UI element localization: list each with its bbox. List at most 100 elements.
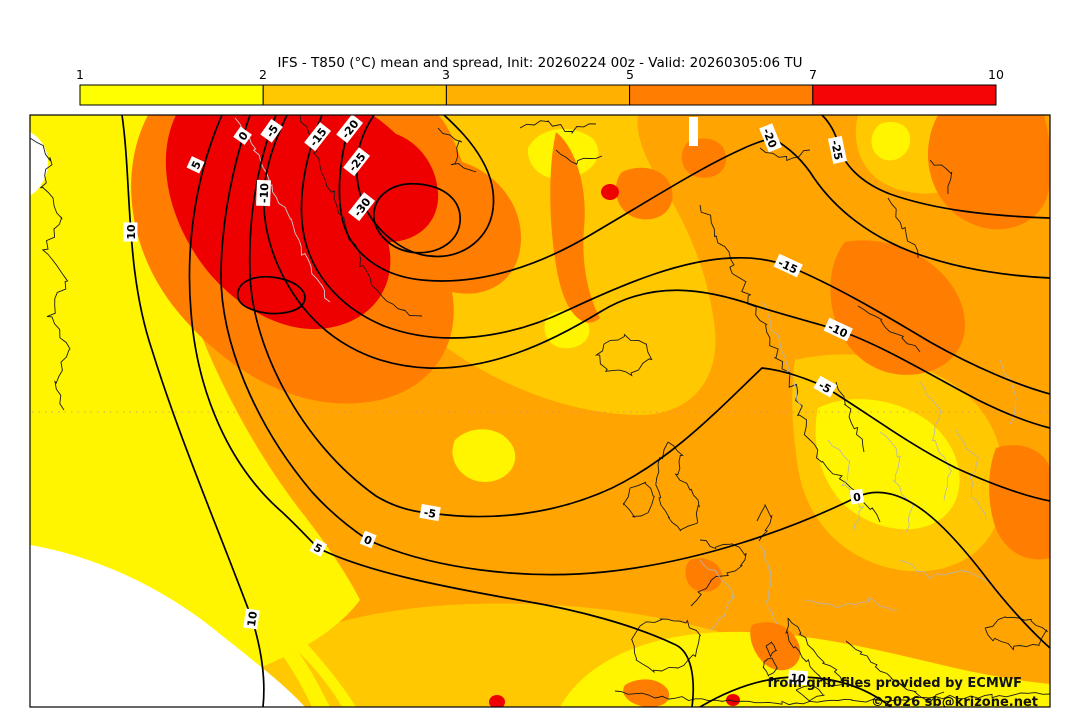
coastline-path (809, 439, 881, 523)
contour-label-box (849, 488, 865, 505)
colorbar-tick: 7 (809, 67, 817, 82)
contour-label: -5 (419, 503, 441, 522)
contour-line--20 (338, 115, 1050, 282)
contour-label: -10 (256, 179, 272, 207)
contour-label-box (343, 147, 371, 177)
fill-darkorange-france (685, 558, 723, 592)
coastline-path (594, 333, 653, 377)
missing-data-artifact (689, 117, 698, 146)
contour-label-box (813, 375, 838, 398)
contour-label: 5 (309, 538, 328, 557)
fill-red-spot (489, 695, 505, 707)
colorbar-segment (445, 84, 631, 106)
contour-label: -5 (813, 375, 838, 398)
colorbar-segment (812, 84, 997, 106)
fill-white-southwest (30, 545, 305, 707)
colorbar-segment (79, 84, 264, 106)
contour-line-0 (220, 115, 1050, 649)
country-border-path (827, 439, 865, 531)
contour-label-box (773, 253, 803, 278)
country-border-path (999, 359, 1017, 425)
country-border-path (899, 559, 993, 583)
colorbar: 1 2 3 5 7 10 (76, 67, 1004, 106)
contour-label-box (186, 156, 205, 174)
contour-label-text: 10 (790, 671, 807, 685)
coastline-path (929, 159, 953, 195)
fill-darkorange-arctic (615, 167, 673, 220)
fill-yellow-patch (871, 122, 911, 161)
coastline-path (519, 120, 597, 135)
colorbar-tick: 1 (76, 67, 84, 82)
contour-label-text: -5 (264, 123, 282, 140)
colorbar-segment (262, 84, 447, 106)
coastline-path (614, 690, 1050, 706)
fill-darkorange-algeria (623, 679, 670, 707)
fill-yellow-patch (544, 310, 590, 349)
coastline-path (845, 640, 907, 690)
contour-label: -25 (827, 135, 848, 164)
contour-line--5 (248, 115, 1050, 518)
coastline-path (690, 539, 747, 607)
coastline-path (555, 149, 603, 165)
contour-label-box (359, 530, 377, 549)
fill-yellow-west-strip (30, 115, 360, 707)
coastline-path (756, 504, 773, 542)
fill-red-spot (726, 694, 740, 706)
contour-label-box (759, 123, 782, 153)
contour-line-10w (121, 115, 265, 707)
contour-label-box (260, 118, 283, 143)
contour-label-box (243, 608, 260, 630)
contour-label: 10 (123, 222, 138, 242)
contour-label-text: -5 (816, 379, 833, 396)
contour-line--30-closed (373, 183, 461, 254)
colorbar-tick: 3 (442, 67, 450, 82)
contour-label-box (336, 115, 364, 144)
country-border-path (761, 301, 802, 407)
coastline-path (623, 481, 655, 518)
coastline-path (759, 147, 811, 162)
contour-label-text: -5 (423, 506, 437, 521)
coastline-path (984, 616, 1048, 651)
contour-label-box (787, 669, 809, 686)
coastline-path (765, 641, 778, 658)
contour-label-box (256, 179, 271, 207)
contour-label: 5 (186, 156, 205, 174)
contour-label-box (304, 122, 332, 152)
footer-credit: from grib files provided by ECMWF (767, 676, 1022, 691)
coastline-path (234, 117, 331, 303)
coastline-path (437, 127, 477, 173)
coastline-path (762, 657, 778, 677)
contour-label: 0 (233, 126, 252, 145)
contour-label-box (823, 317, 853, 342)
country-border-path (699, 559, 736, 631)
fill-red-spot (601, 184, 619, 200)
coastline-path (795, 684, 825, 702)
country-border-path (805, 597, 898, 611)
coastline-path (835, 381, 865, 453)
fill-yellow-patch (452, 429, 516, 482)
contour-label-box (309, 538, 328, 557)
colorbar-tick: 10 (988, 67, 1004, 82)
coastline-path (857, 305, 921, 353)
country-border-path (955, 429, 987, 521)
contour-label-text: -10 (258, 183, 272, 204)
country-borders (699, 301, 1017, 631)
contour-label: 0 (359, 530, 377, 549)
coastline-path (630, 618, 702, 674)
contour-label-box (123, 222, 138, 242)
contour-label: 0 (849, 488, 865, 505)
fill-darkorange-streak (550, 132, 600, 323)
contour-label-text: -25 (828, 139, 845, 161)
country-border-path (879, 431, 914, 533)
coastline-path (887, 197, 919, 259)
contour-line--10 (262, 115, 1050, 429)
contour-label-box (233, 126, 252, 145)
fill-darkorange-topright (928, 115, 1050, 230)
contour-label-box (419, 503, 441, 522)
contour-label-box (827, 135, 848, 164)
page-title: IFS - T850 (°C) mean and spread, Init: 2… (277, 55, 802, 71)
map-border (29, 114, 1051, 708)
colorbar-tick: 5 (626, 67, 634, 82)
